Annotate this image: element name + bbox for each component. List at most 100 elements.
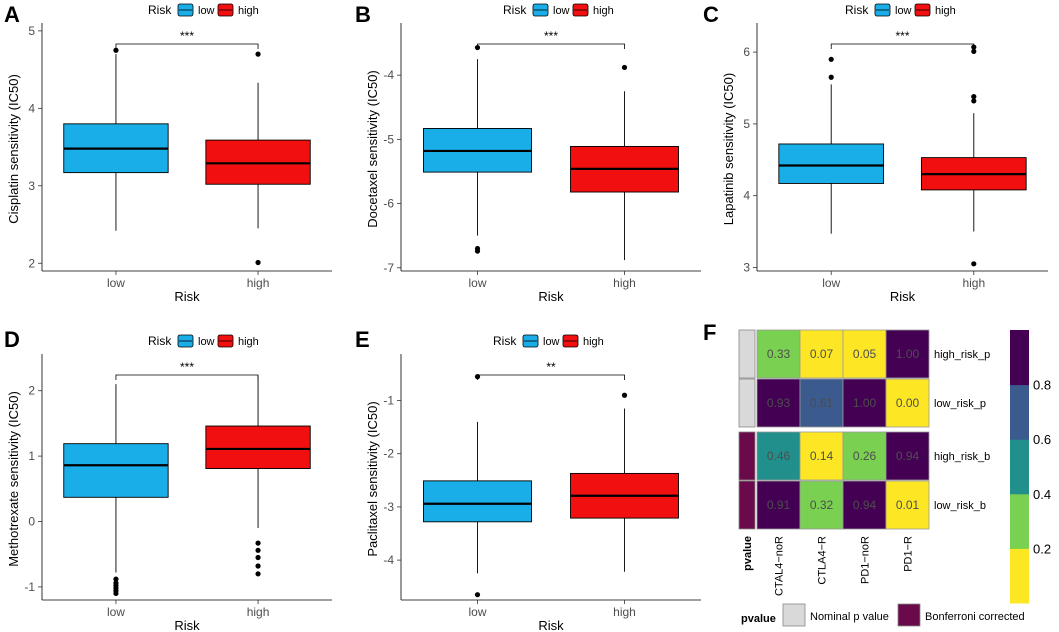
y-tick-label: 4: [28, 101, 35, 115]
colorbar-segment: [1010, 493, 1029, 549]
x-tick-label: low: [822, 276, 840, 290]
y-tick-label: -1: [24, 580, 35, 594]
legend-key-nominal: [782, 603, 806, 627]
outlier-point: [971, 261, 977, 267]
x-axis-title: Risk: [538, 618, 564, 632]
heatmap-column-label: CTAL4−noR: [774, 536, 786, 596]
legend-key-bonferroni: [897, 603, 921, 627]
colorbar-segment: [1010, 384, 1029, 440]
panel-a: A Risk low high 2 3 4 5 Cisplatin sensitivity (I…: [4, 2, 332, 304]
box-low: [63, 384, 169, 597]
legend-label-high: high: [935, 5, 956, 17]
heatmap-cell: [885, 378, 930, 428]
x-tick-label: high: [247, 605, 270, 619]
colorbar-tick-label: 0.6: [1033, 432, 1051, 447]
y-tick-label: -1: [383, 394, 394, 408]
outlier-point: [255, 571, 261, 577]
box-high: [570, 64, 679, 261]
y-tick-label: -3: [383, 500, 394, 514]
heatmap-cell: [799, 431, 844, 481]
row-annotation-0: [738, 329, 756, 379]
x-tick-label: low: [468, 605, 486, 619]
y-tick-label: 0: [28, 515, 35, 529]
legend: Risk low high: [148, 3, 259, 17]
panel-d: D Risk low high -1 0 1 2 Methotrexate sensitivit…: [4, 327, 332, 632]
outlier-point: [474, 248, 481, 254]
outlier-point: [255, 547, 261, 553]
legend-label-nominal: Nominal p value: [810, 611, 889, 623]
colorbar-tick-label: 0.4: [1033, 487, 1051, 502]
y-tick-label: -4: [383, 553, 394, 567]
legend: Risk low high: [493, 334, 604, 348]
y-tick-label: -5: [383, 132, 394, 146]
y-tick-label: 5: [28, 24, 35, 38]
x-tick-label: low: [107, 605, 125, 619]
outlier-point: [113, 47, 119, 53]
legend-label-low: low: [895, 5, 912, 17]
significance-label: ***: [895, 29, 909, 43]
outlier-point: [971, 98, 977, 104]
panel-letter: B: [355, 2, 371, 27]
outlier-point: [113, 590, 119, 597]
legend-title: Risk: [148, 334, 172, 348]
box-body: [205, 425, 311, 469]
legend-label-low: low: [198, 336, 215, 348]
outlier-point: [971, 48, 977, 55]
significance-bracket: [477, 374, 625, 380]
outlier-point: [621, 64, 628, 71]
box-low: [423, 374, 532, 598]
y-axis-title: Methotrexate sensitivity (IC50): [6, 391, 21, 567]
y-tick-label: 2: [28, 384, 35, 398]
box-body: [778, 143, 885, 184]
significance-label: ***: [180, 29, 194, 43]
legend-title: Risk: [148, 3, 172, 17]
significance-label: **: [546, 360, 556, 374]
colorbar-tick-label: 0.2: [1033, 541, 1051, 556]
heatmap-column-label: PD1−R: [903, 536, 915, 572]
heatmap-cell-value: 0.91: [767, 498, 791, 512]
heatmap-cell-value: 0.26: [853, 449, 877, 463]
significance-bracket: [115, 43, 259, 49]
outlier-point: [255, 540, 261, 546]
legend: Risk low high: [503, 3, 614, 17]
y-tick-label: -7: [383, 261, 394, 275]
significance-bracket: [115, 374, 259, 380]
outlier-point: [621, 392, 628, 398]
heatmap-cell-value: 0.94: [853, 498, 877, 512]
outlier-point: [971, 94, 977, 100]
row-annotation-3: [738, 480, 756, 530]
legend-label-low: low: [553, 5, 570, 17]
y-tick-label: 4: [743, 189, 750, 203]
outlier-point: [828, 56, 834, 62]
heatmap-cell-value: 1.00: [853, 396, 877, 410]
y-tick-label: 3: [743, 260, 750, 274]
colorbar-tick-label: 0.8: [1033, 378, 1051, 393]
x-tick-label: high: [613, 276, 636, 290]
heatmap-row-label: low_risk_p: [934, 398, 986, 410]
heatmap-column-label: PD1−noR: [860, 536, 872, 584]
significance-label: ***: [544, 29, 558, 43]
heatmap-cell-value: 0.01: [896, 498, 920, 512]
x-tick-label: low: [468, 276, 486, 290]
x-axis-title: Risk: [174, 289, 200, 304]
y-tick-label: 1: [28, 449, 35, 463]
y-tick-label: -2: [383, 447, 394, 461]
y-axis-title: Paclitaxel sensitivity (IC50): [365, 401, 380, 556]
heatmap-cell: [885, 329, 930, 379]
significance-label: ***: [180, 360, 194, 374]
significance-bracket: [477, 43, 625, 49]
legend-label-high: high: [238, 336, 259, 348]
box-high: [570, 392, 679, 572]
panel-letter: A: [4, 2, 20, 27]
y-axis-title: Docetaxel sensitivity (IC50): [365, 70, 380, 228]
colorbar-segment: [1010, 439, 1029, 495]
heatmap-cell-value: 0.14: [810, 449, 834, 463]
panel-letter: D: [4, 327, 20, 352]
legend-label-high: high: [583, 336, 604, 348]
legend-title: Risk: [503, 3, 527, 17]
y-tick-label: 3: [28, 179, 35, 193]
heatmap-column-label: CTLA4−R: [817, 536, 829, 585]
heatmap-cell: [885, 431, 930, 481]
outlier-point: [255, 563, 261, 569]
box-high: [205, 51, 311, 266]
